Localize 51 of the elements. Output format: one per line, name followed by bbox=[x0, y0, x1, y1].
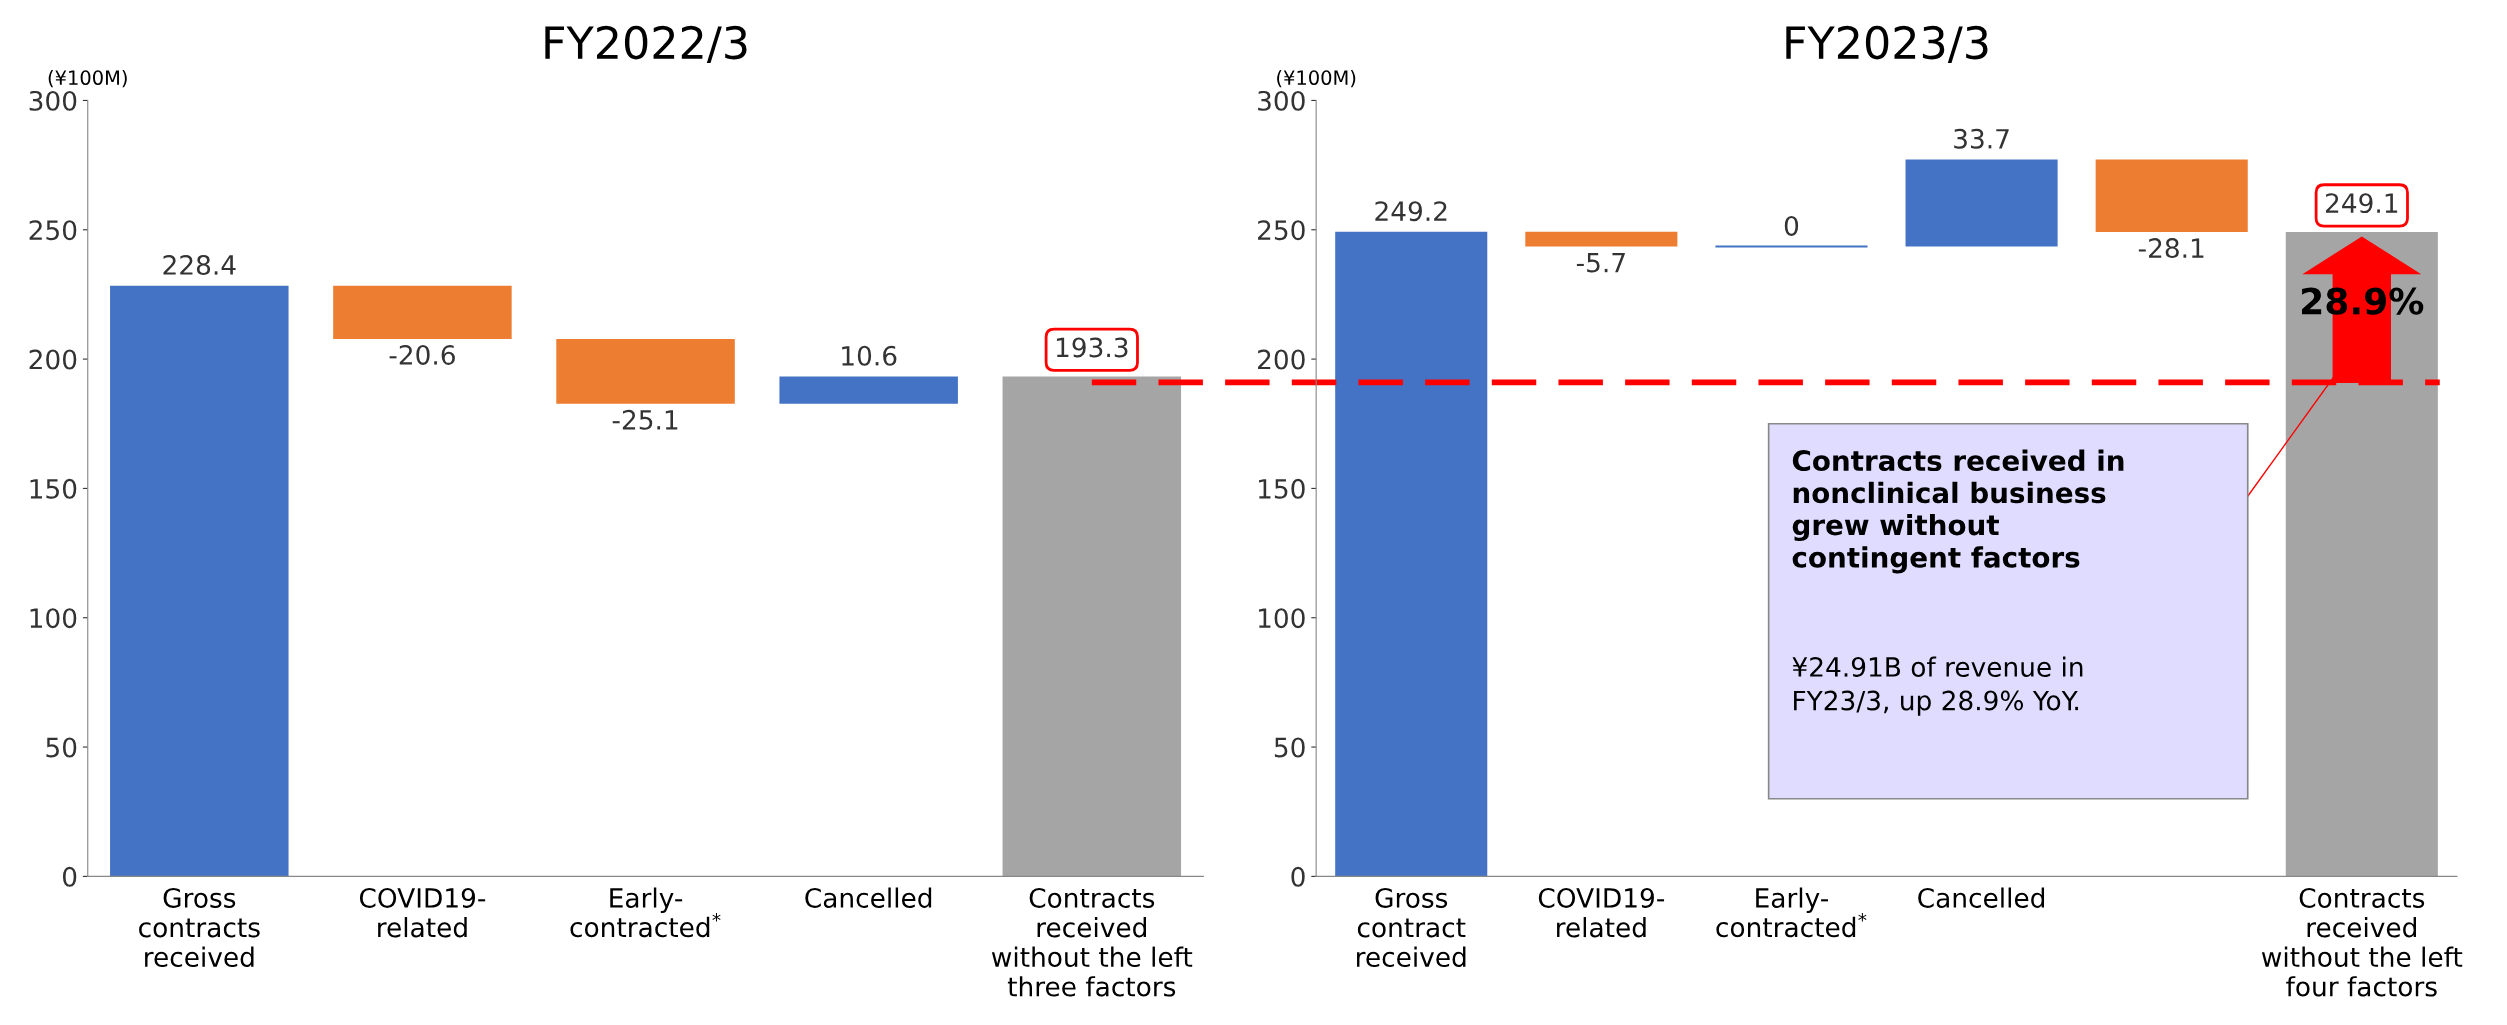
y-tick-label: 300 bbox=[1258, 90, 1305, 111]
data-label: 228.4 bbox=[163, 255, 236, 275]
bar bbox=[779, 376, 958, 404]
data-label: 0 bbox=[1784, 215, 1799, 236]
y-tick-label: 300 bbox=[29, 90, 77, 111]
y-tick-label: 250 bbox=[29, 220, 77, 241]
x-tick-label: Contracts received without the left four factors bbox=[2261, 887, 2463, 997]
data-label: 249.2 bbox=[1375, 201, 1447, 222]
y-tick-label: 0 bbox=[62, 866, 77, 887]
chart-title: FY2022/3 bbox=[545, 25, 747, 63]
y-tick-label: 100 bbox=[1258, 608, 1305, 629]
data-label: 33.7 bbox=[1954, 128, 2009, 149]
annotation: Contracts received in nonclinical business grew without contingent factors bbox=[1792, 449, 2124, 574]
bar bbox=[556, 338, 735, 404]
y-tick-label: 50 bbox=[46, 737, 77, 758]
y-tick-label: 150 bbox=[1258, 478, 1305, 499]
data-label: -25.1 bbox=[612, 409, 678, 430]
y-tick-label: 0 bbox=[1291, 866, 1305, 887]
y-axis-title: (¥100M) bbox=[48, 70, 127, 88]
y-tick-label: 200 bbox=[29, 349, 77, 370]
x-tick-label: COVID19- related bbox=[1538, 887, 1665, 938]
bar bbox=[333, 285, 512, 339]
bar bbox=[1002, 376, 1182, 877]
data-label: 193.3 bbox=[1056, 337, 1128, 358]
bar bbox=[1525, 231, 1678, 247]
y-tick-label: 50 bbox=[1274, 737, 1305, 758]
y-axis-title: (¥100M) bbox=[1277, 70, 1356, 88]
data-label: -5.7 bbox=[1576, 252, 1625, 273]
x-tick-label: Contracts received without the left three factors bbox=[991, 887, 1193, 997]
x-tick-label: Cancelled bbox=[1918, 887, 2045, 908]
annotation: ¥24.91B of revenue in FY23/3, up 28.9% YoY. bbox=[1792, 656, 2083, 716]
y-tick-label: 100 bbox=[30, 608, 77, 629]
y-tick-label: 250 bbox=[1258, 220, 1305, 241]
chart-title: FY2023/3 bbox=[1786, 25, 1988, 63]
bar bbox=[1335, 231, 1488, 877]
x-tick-label: Gross contract received bbox=[1357, 887, 1466, 968]
data-label: -20.6 bbox=[389, 344, 455, 365]
x-tick-label: Gross contracts received bbox=[139, 887, 260, 968]
y-tick-label: 200 bbox=[1258, 349, 1305, 370]
data-label: 10.6 bbox=[842, 345, 897, 366]
x-tick-label: Early- contracted$^{*}$ bbox=[1716, 887, 1867, 938]
data-label: -28.1 bbox=[2138, 238, 2204, 259]
bar bbox=[110, 285, 289, 877]
bar bbox=[1905, 159, 2058, 247]
bar bbox=[2095, 159, 2248, 233]
data-label: 249.1 bbox=[2325, 193, 2398, 214]
x-tick-label: Early- contracted$^{*}$ bbox=[570, 887, 721, 938]
x-tick-label: Cancelled bbox=[805, 887, 932, 908]
x-tick-label: COVID19- related bbox=[359, 887, 486, 938]
bar bbox=[2285, 232, 2438, 877]
y-tick-label: 150 bbox=[30, 478, 77, 499]
